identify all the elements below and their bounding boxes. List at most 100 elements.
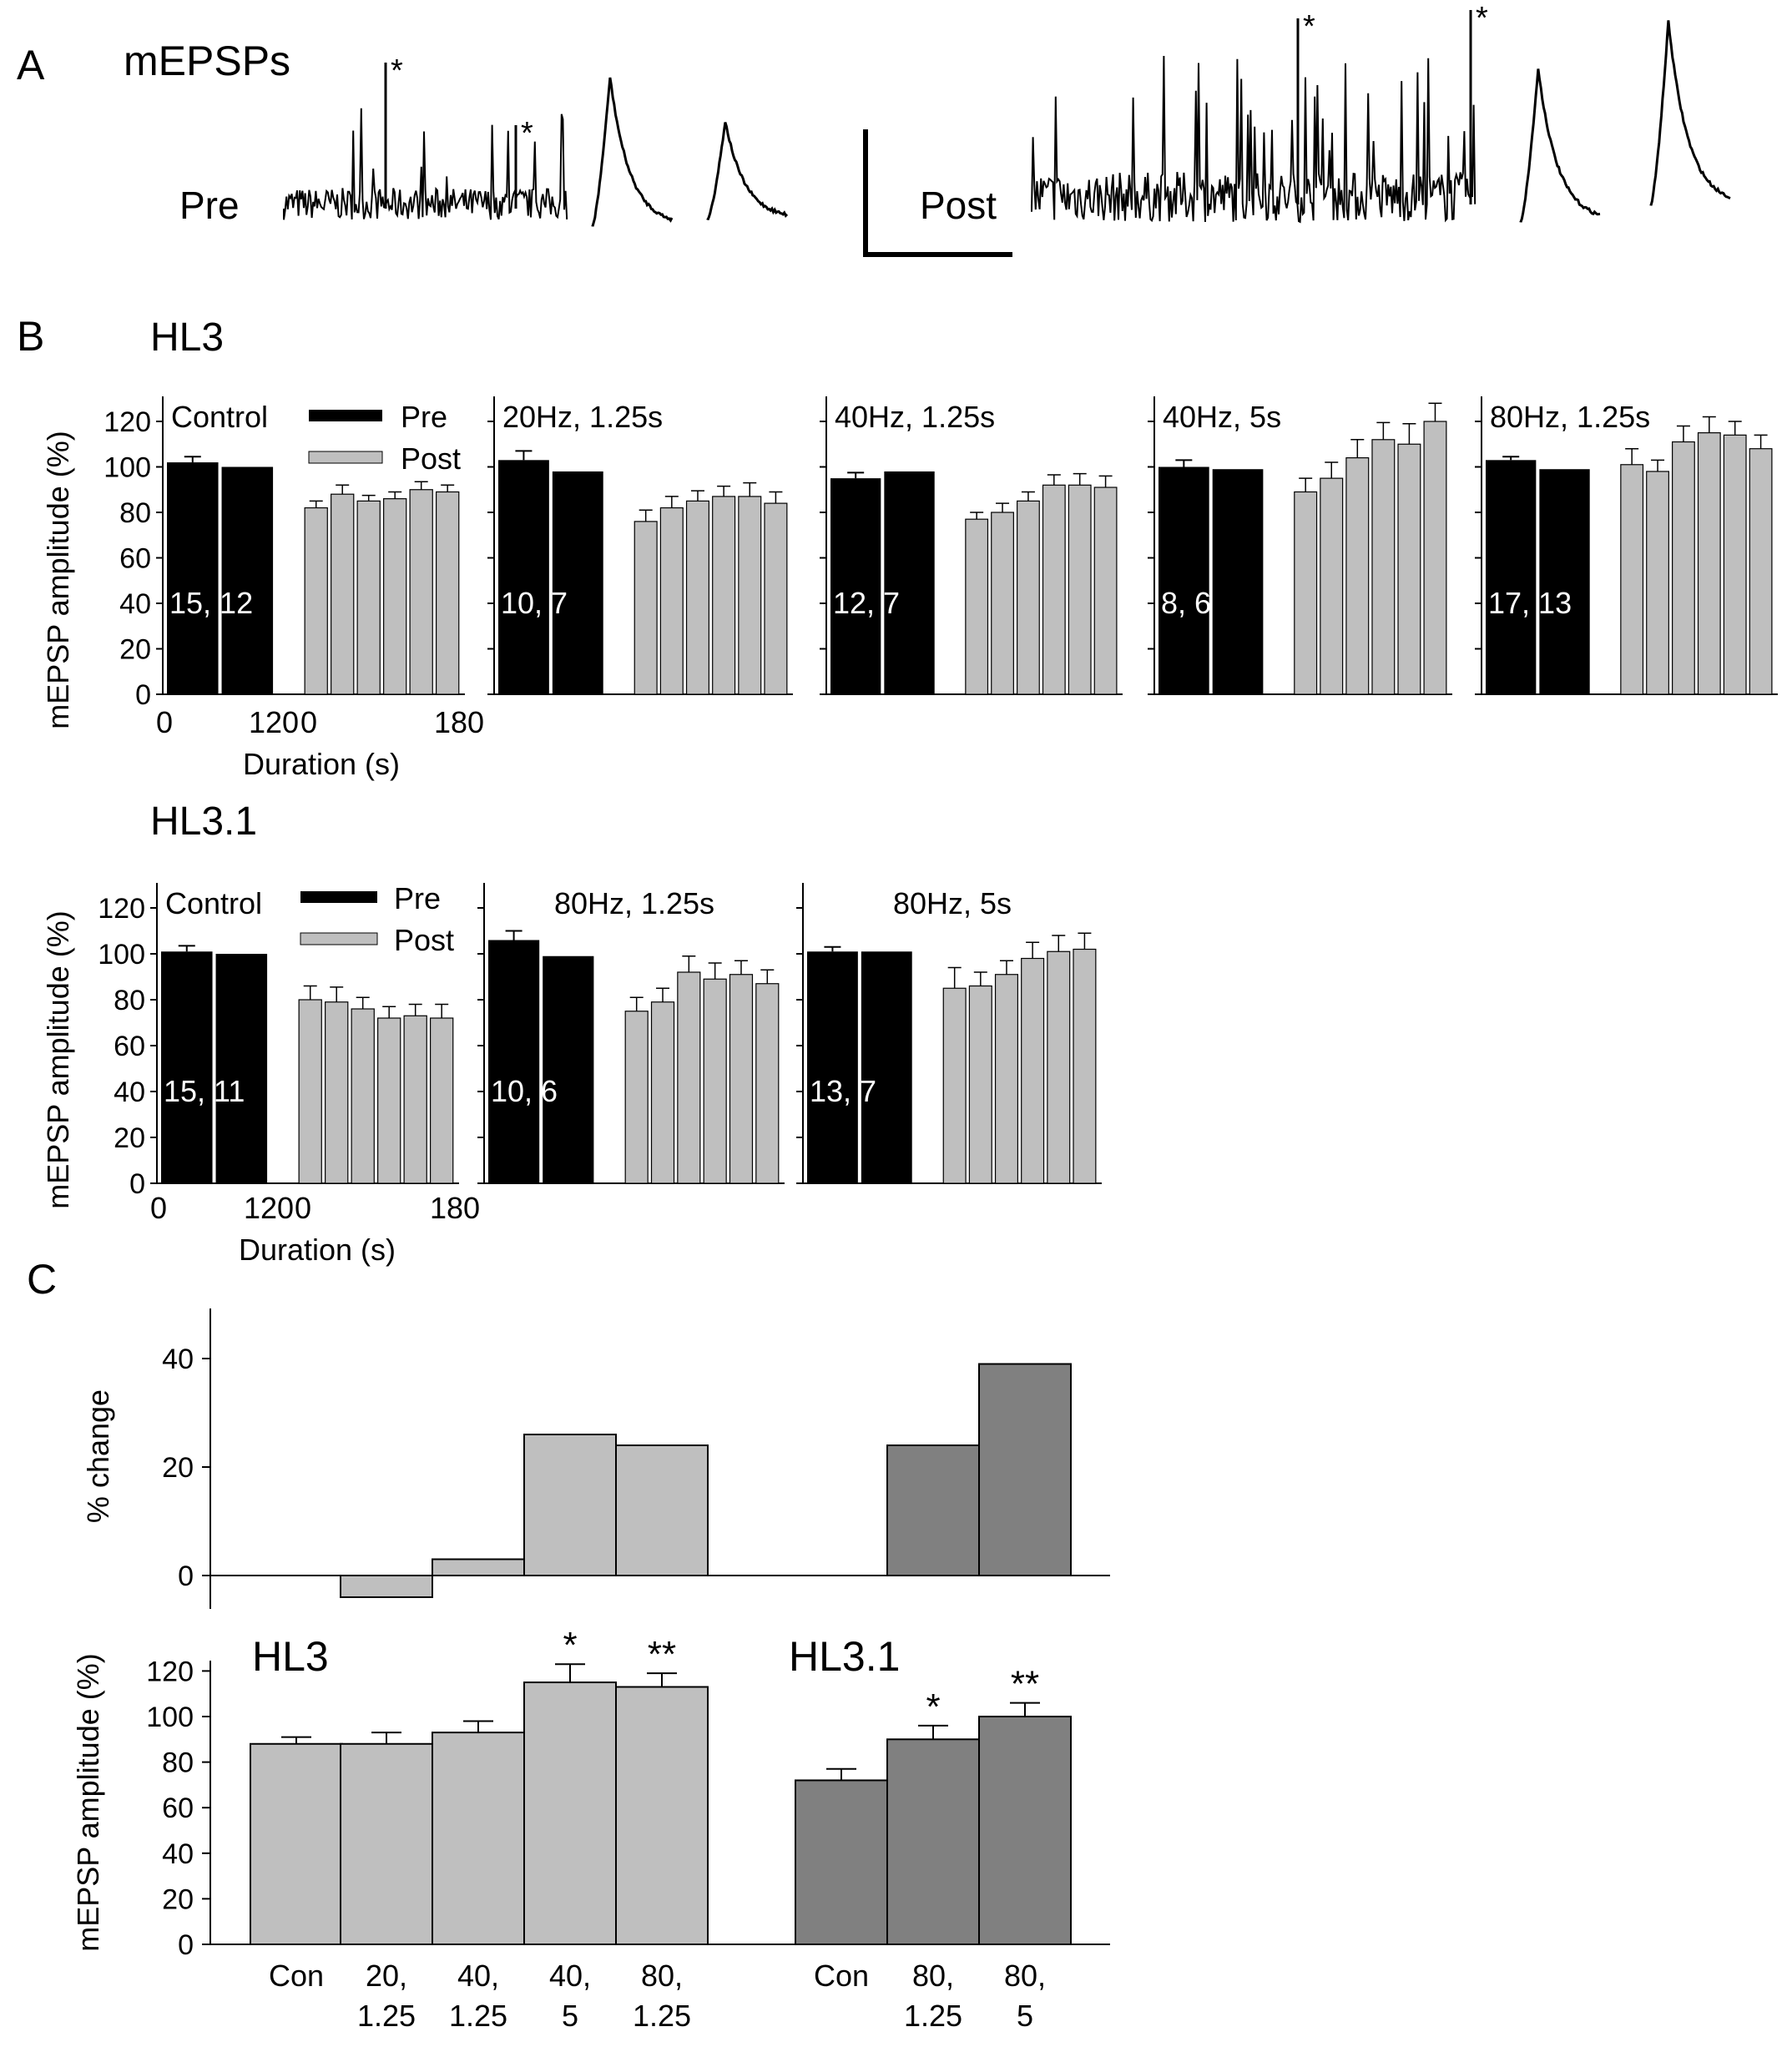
post-bar — [1620, 464, 1644, 695]
category-label-line1: 40, — [457, 1959, 499, 1993]
condition-label: 80Hz, 1.25s — [554, 886, 714, 920]
panel-a-title: mEPSPs — [124, 38, 290, 84]
pre-bar — [221, 466, 274, 694]
row1-ylabel: mEPSP amplitude (%) — [41, 431, 75, 729]
condition-label: 80Hz, 5s — [893, 886, 1012, 920]
y-tick-label: 60 — [119, 543, 151, 575]
post-bar — [659, 507, 684, 695]
panel-b: B HL3 HL3.1 mEPSP amplitude (%) mEPSP am… — [17, 313, 1778, 1267]
y-tick-label: 0 — [129, 1168, 145, 1200]
category-label-line1: 40, — [549, 1959, 591, 1993]
scale-bar — [863, 129, 1012, 257]
pre-bar — [215, 954, 268, 1183]
post-bar — [991, 512, 1014, 695]
post-bar — [1320, 477, 1344, 695]
change-bar — [432, 1558, 525, 1576]
legend-row2: Pre Post — [300, 881, 454, 957]
post-bar — [409, 489, 433, 695]
pre-bar — [161, 951, 213, 1183]
significance-marker: ** — [648, 1634, 676, 1675]
post-bar — [351, 1008, 375, 1184]
post-bar — [1697, 432, 1721, 695]
condition-label: 80Hz, 1.25s — [1490, 400, 1650, 434]
n-label: 10, 6 — [491, 1074, 558, 1108]
y-tick-label: 40 — [119, 588, 151, 620]
condition-label: 40Hz, 1.25s — [835, 400, 995, 434]
event-star: * — [521, 116, 533, 151]
post-bar — [1093, 487, 1118, 695]
post-bar — [298, 999, 322, 1184]
post-bar — [942, 987, 967, 1184]
post-bar — [1294, 491, 1318, 695]
row-title-hl31: HL3.1 — [150, 799, 257, 844]
pre-bar — [861, 951, 912, 1183]
y-tick-label: 100 — [103, 452, 151, 484]
event-star: * — [391, 53, 403, 88]
post-bar — [1017, 500, 1040, 695]
y-tick-label: 20 — [162, 1883, 194, 1915]
pre-trace-label: Pre — [179, 184, 240, 227]
pre-bar — [488, 940, 540, 1183]
y-tick-label: 40 — [162, 1838, 194, 1870]
amplitude-bar — [978, 1716, 1072, 1945]
legend-post-swatch — [300, 932, 378, 945]
post-bar — [677, 971, 701, 1184]
category-label-line2: 1.25 — [449, 1999, 507, 2033]
pre-bar — [498, 460, 549, 694]
post-bar — [304, 507, 328, 695]
post-bar — [1042, 484, 1066, 695]
post-trace-label: Post — [920, 184, 997, 227]
row2-xlabel: Duration (s) — [239, 1233, 396, 1267]
y-tick-label: 80 — [162, 1747, 194, 1779]
post-bar — [383, 498, 407, 695]
condition-label: Control — [171, 400, 268, 434]
xtick-label: 0 — [295, 1191, 311, 1225]
post-bar — [685, 500, 710, 695]
y-tick-label: 0 — [178, 1929, 194, 1961]
y-tick-label: 120 — [146, 1656, 194, 1687]
post-bar — [430, 1017, 454, 1184]
y-tick-label: 120 — [103, 406, 151, 438]
xtick-label: 0 — [150, 1191, 167, 1225]
significance-marker: ** — [1011, 1664, 1039, 1705]
panel-c-letter: C — [27, 1256, 57, 1303]
average-mepsp-waveform — [1649, 20, 1731, 206]
row2-xticks: 0 120 0 180 — [150, 1191, 480, 1225]
mepsp-traces: * * * * — [283, 1, 1731, 227]
post-bar — [436, 491, 460, 695]
pre-bar — [1212, 469, 1264, 694]
y-tick-label: 40 — [162, 1344, 194, 1375]
pre-bar — [167, 462, 219, 694]
post-bar — [712, 496, 736, 695]
panel-a: A mEPSPs Pre Post * * * * — [17, 1, 1731, 257]
xtick-label: 0 — [300, 705, 317, 739]
post-bar — [1723, 434, 1747, 695]
subplot-0-4: 80Hz, 1.25s 17, 13 — [1475, 396, 1778, 695]
post-bar — [634, 521, 658, 695]
category-label-line1: 80, — [1004, 1959, 1046, 1993]
y-tick-label: 20 — [114, 1122, 145, 1154]
row1-xlabel: Duration (s) — [243, 747, 400, 781]
category-label-line1: 80, — [912, 1959, 954, 1993]
pre-bar — [830, 478, 881, 694]
amplitude-bar — [795, 1779, 888, 1945]
post-bar — [1672, 441, 1695, 695]
subplot-1-0: 0 20 40 60 80 100 120 Control 15, 11 — [98, 883, 459, 1200]
category-label-line2: 1.25 — [904, 1999, 962, 2033]
xtick-label: 120 — [244, 1191, 294, 1225]
subplot-1-1: 80Hz, 1.25s 10, 6 — [477, 883, 785, 1184]
category-label-line1: 80, — [641, 1959, 683, 1993]
amplitude-bar — [523, 1681, 617, 1946]
category-label-line2: 5 — [562, 1999, 578, 2033]
event-star: * — [1303, 9, 1315, 44]
n-label: 10, 7 — [501, 586, 568, 620]
condition-label: 40Hz, 5s — [1163, 400, 1281, 434]
panel-b-letter: B — [17, 313, 44, 360]
post-bar — [1068, 484, 1092, 695]
significance-marker: * — [563, 1625, 577, 1666]
post-bar — [1749, 448, 1773, 695]
panel-c-charts: 0 20 40 0 20 40 60 80 100 120 Con 20, 1.25 40, 1.25 * 40… — [146, 1308, 1110, 2033]
amplitude-bar — [432, 1732, 525, 1946]
pre-bar — [1486, 460, 1537, 694]
change-bar — [978, 1363, 1072, 1576]
